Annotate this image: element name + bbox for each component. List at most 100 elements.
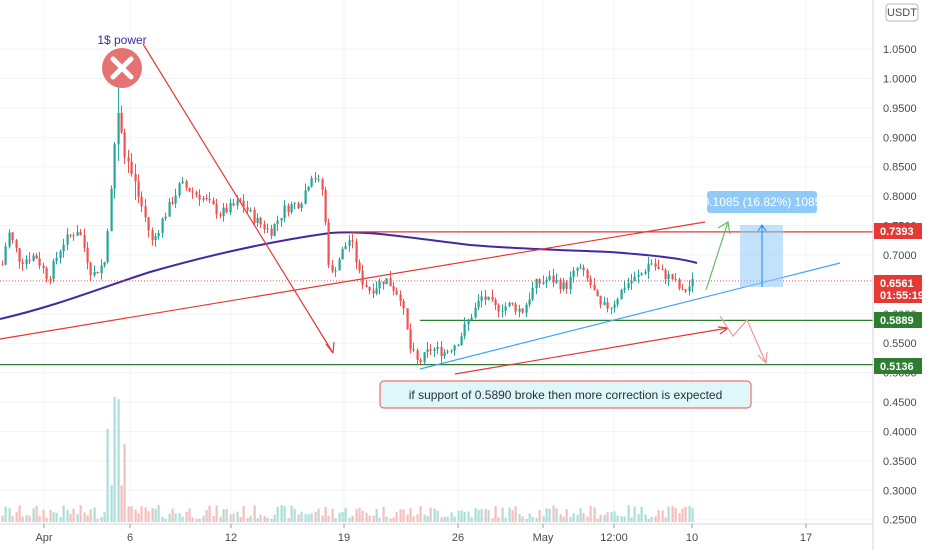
volume-bar [650, 516, 653, 522]
volume-bar [293, 509, 296, 522]
time-tick-label: May [533, 532, 554, 544]
candle-body [232, 203, 235, 206]
volume-bar [688, 505, 691, 522]
volume-bar [593, 507, 596, 522]
support-note-box [379, 380, 752, 409]
volume-bar [42, 509, 45, 522]
candle-body [120, 112, 123, 133]
volume-bar [93, 507, 96, 522]
candle-body [453, 345, 456, 351]
candle-body [372, 290, 375, 294]
candle-body [572, 270, 575, 277]
candle-body [467, 319, 470, 325]
volume-bar [433, 508, 436, 522]
volume-bar [457, 510, 460, 522]
volume-bar [657, 510, 660, 522]
candle-body [542, 282, 545, 284]
candle-body [191, 191, 194, 193]
volume-bar [327, 515, 330, 522]
volume-bar [470, 517, 473, 522]
candle-body [134, 174, 137, 182]
volume-bar [253, 505, 256, 522]
volume-bar [361, 510, 364, 522]
candle-body [440, 346, 443, 357]
candle-body [504, 306, 507, 311]
volume-bar [59, 517, 62, 522]
candle-body [208, 198, 211, 201]
volume-bar [467, 511, 470, 522]
volume-bar [351, 515, 354, 522]
volume-bar [83, 512, 86, 522]
price-tick-label: 0.9500 [883, 103, 917, 115]
candle-body [25, 259, 28, 264]
candle-body [113, 144, 116, 189]
price-tick-label: 0.3000 [883, 485, 917, 497]
currency-button[interactable]: USDT [885, 3, 919, 22]
candle-body [378, 281, 381, 289]
volume-bar [310, 513, 313, 522]
candle-body [545, 279, 548, 283]
volume-bar [406, 514, 409, 522]
volume-bar [338, 512, 341, 522]
candle-body [514, 304, 517, 312]
volume-bar [317, 508, 320, 522]
candle-body [368, 286, 371, 291]
volume-bar [348, 517, 351, 522]
candle-body [300, 203, 303, 209]
measure-label: 0.1085 (16.82%) 1085 [703, 195, 822, 209]
volume-bar [579, 508, 582, 522]
volume-bar [443, 516, 446, 522]
volume-bar [191, 517, 194, 522]
drop-arrow-head [325, 341, 335, 354]
volume-bar [416, 514, 419, 522]
volume-bar [181, 516, 184, 522]
candle-body [137, 181, 140, 197]
candle-body [535, 279, 538, 289]
candle-body [259, 217, 262, 225]
volume-bar [276, 506, 279, 522]
candle-body [242, 200, 245, 208]
price-tag-label: 0.5136 [880, 361, 914, 373]
volume-bar [219, 516, 222, 522]
volume-bar [365, 512, 368, 522]
volume-bar [164, 518, 167, 522]
candle-body [657, 266, 660, 270]
candle-body [174, 195, 177, 204]
candle-body [674, 279, 677, 281]
price-tick-label: 0.2500 [883, 515, 917, 527]
candle-body [157, 232, 160, 237]
candle-body [130, 161, 133, 175]
volume-bar [504, 517, 507, 522]
candle-body [334, 270, 337, 272]
volume-bar [239, 517, 242, 522]
volume-bar [630, 517, 633, 522]
candle-body [202, 198, 205, 200]
volume-bar [508, 507, 511, 522]
candle-body [86, 247, 89, 263]
volume-bar [525, 518, 528, 522]
volume-bar [208, 505, 211, 522]
volume-bar [678, 513, 681, 522]
volume-bar [185, 511, 188, 522]
volume-bar [287, 518, 290, 522]
volume-bar [76, 513, 79, 522]
volume-bar [664, 517, 667, 522]
candle-body [270, 228, 273, 236]
volume-bar [661, 510, 664, 522]
volume-bar [640, 506, 643, 522]
candle-body [225, 207, 228, 213]
volume-bar [623, 516, 626, 522]
candle-body [205, 198, 208, 200]
candle-body [45, 268, 48, 280]
volume-bar [134, 509, 137, 522]
volume-bar [644, 514, 647, 522]
volume-bar [409, 508, 412, 522]
volume-bar [55, 512, 58, 522]
candle-body [562, 282, 565, 290]
volume-bar [171, 508, 174, 522]
price-tag-label: 0.5889 [880, 315, 914, 327]
power-label: 1$ power [97, 33, 146, 47]
candle-body [538, 279, 541, 284]
